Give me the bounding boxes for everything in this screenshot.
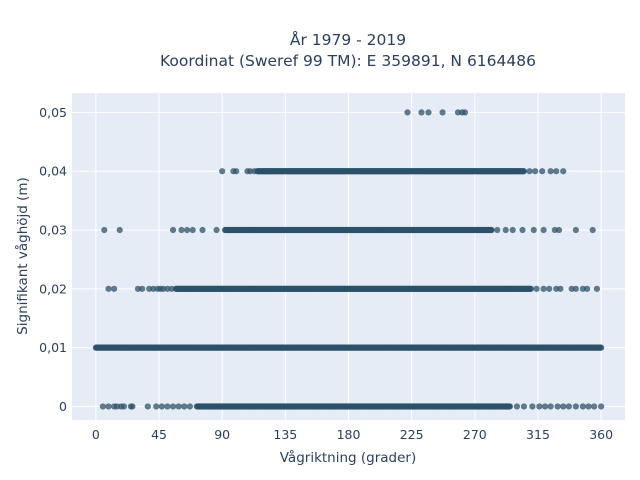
data-point: [585, 403, 592, 410]
data-point: [540, 285, 547, 292]
data-point: [560, 168, 567, 175]
data-point: [199, 226, 206, 234]
y-tick-label: 0,04: [39, 164, 67, 179]
data-point: [158, 403, 165, 410]
data-point: [572, 285, 579, 292]
x-tick-label: 360: [589, 427, 613, 442]
data-point: [494, 226, 501, 234]
data-point: [553, 168, 560, 175]
data-point: [219, 168, 226, 175]
data-point: [129, 403, 136, 410]
chart-title-line-2: Koordinat (Sweref 99 TM): E 359891, N 61…: [160, 52, 536, 70]
data-point: [488, 226, 495, 234]
data-point: [189, 226, 196, 234]
y-tick-label: 0,03: [39, 223, 67, 238]
x-axis-title: Vågriktning (grader): [280, 449, 417, 466]
data-point: [572, 226, 579, 234]
x-tick-label: 0: [92, 427, 100, 442]
data-point: [502, 226, 509, 234]
y-tick-label: 0,02: [39, 281, 67, 296]
data-point: [509, 226, 516, 234]
tick-labels: 0 45 90 135 180 225 270 315 360 0 0,01 0,02 0,03 0,04…: [39, 105, 613, 442]
data-point: [186, 403, 193, 410]
data-point: [547, 168, 554, 175]
data-point: [526, 168, 533, 175]
data-point: [598, 344, 605, 351]
data-point: [565, 403, 572, 410]
data-point: [425, 109, 432, 116]
data-point: [169, 226, 177, 234]
data-point: [519, 226, 526, 234]
x-tick-label: 180: [337, 427, 361, 442]
x-tick-label: 90: [214, 427, 230, 442]
data-point: [144, 403, 151, 410]
data-point: [546, 285, 553, 292]
data-point: [404, 109, 411, 116]
data-point: [593, 285, 601, 292]
data-point: [139, 285, 146, 292]
data-point: [547, 403, 554, 410]
x-tick-label: 45: [151, 427, 167, 442]
data-point: [541, 403, 549, 410]
data-point: [527, 285, 535, 292]
chart-title-line-1: År 1979 - 2019: [290, 30, 406, 49]
data-point: [598, 403, 605, 410]
data-point: [584, 285, 591, 292]
data-point: [554, 403, 561, 410]
data-point: [213, 226, 220, 234]
data-point: [120, 403, 128, 410]
data-point: [233, 168, 240, 175]
data-points: [92, 109, 605, 410]
data-point: [589, 226, 596, 234]
data-point: [520, 403, 528, 410]
data-point: [557, 285, 564, 292]
x-tick-label: 225: [400, 427, 424, 442]
data-point: [175, 403, 182, 410]
data-point: [181, 403, 188, 410]
data-point: [529, 403, 536, 410]
data-point: [579, 403, 586, 410]
data-point: [506, 403, 514, 410]
data-point: [101, 226, 108, 234]
data-point: [530, 226, 537, 234]
x-tick-label: 315: [526, 427, 550, 442]
data-point: [572, 403, 579, 410]
y-tick-label: 0: [59, 399, 67, 414]
data-point: [539, 168, 546, 175]
data-point: [178, 226, 185, 234]
x-tick-label: 270: [463, 427, 487, 442]
data-point: [536, 403, 543, 410]
y-axis-title: Signifikant våghöjd (m): [14, 177, 31, 335]
data-point: [183, 226, 191, 234]
data-point: [560, 403, 567, 410]
data-point: [513, 403, 521, 410]
data-point: [520, 168, 528, 175]
data-point: [555, 226, 563, 234]
data-point: [533, 285, 540, 292]
data-point: [461, 109, 469, 116]
data-point: [168, 285, 175, 292]
data-point: [105, 285, 112, 292]
y-tick-label: 0,01: [39, 340, 67, 355]
y-tick-label: 0,05: [39, 105, 67, 120]
data-point: [439, 109, 446, 116]
data-point: [532, 168, 539, 175]
data-point: [111, 285, 118, 292]
data-point: [105, 403, 112, 410]
data-point: [116, 226, 123, 234]
data-point: [99, 403, 106, 410]
data-point: [591, 403, 598, 410]
data-point: [164, 403, 171, 410]
data-point: [153, 403, 160, 410]
data-point: [418, 109, 425, 116]
data-point: [169, 403, 177, 410]
data-point: [251, 168, 258, 175]
x-tick-label: 135: [273, 427, 297, 442]
data-point: [540, 226, 547, 234]
